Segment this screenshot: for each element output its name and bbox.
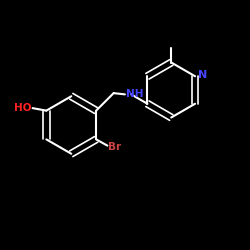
Text: N: N	[198, 70, 207, 80]
Text: HO: HO	[14, 103, 31, 113]
Text: Br: Br	[108, 142, 121, 152]
Text: NH: NH	[126, 90, 143, 100]
